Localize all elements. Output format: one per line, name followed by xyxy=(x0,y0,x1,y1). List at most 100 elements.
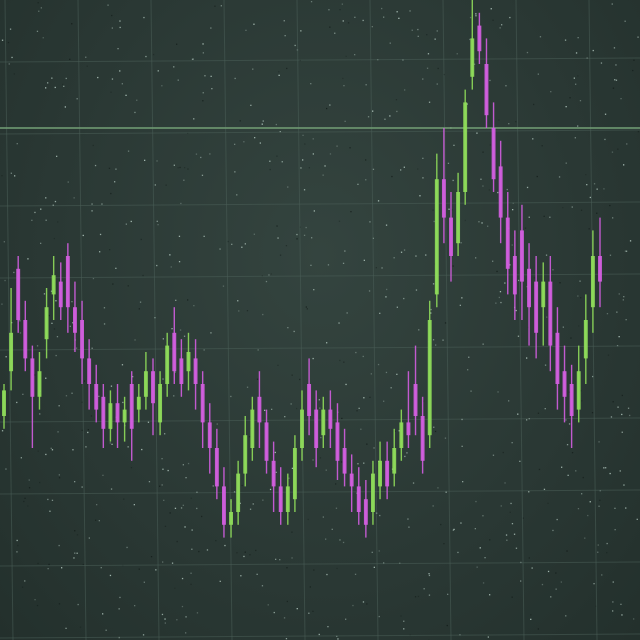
candle-body xyxy=(222,486,226,525)
noise-dot xyxy=(99,251,101,253)
noise-dot xyxy=(193,118,195,120)
noise-dot xyxy=(111,443,113,445)
candle-body xyxy=(335,422,340,461)
noise-dot xyxy=(202,43,204,45)
noise-dot xyxy=(133,504,135,506)
noise-dot xyxy=(190,583,192,585)
noise-dot xyxy=(444,437,447,439)
noise-dot xyxy=(296,238,298,240)
candle-body xyxy=(2,390,6,416)
candle-body xyxy=(115,403,120,423)
noise-dot xyxy=(296,608,298,610)
noise-dot xyxy=(398,17,400,19)
noise-dot xyxy=(234,143,236,145)
candle xyxy=(342,428,347,487)
noise-dot xyxy=(156,160,158,162)
noise-dot xyxy=(627,407,630,409)
noise-dot xyxy=(37,2,39,4)
noise-dot xyxy=(87,431,89,434)
noise-dot xyxy=(564,39,567,41)
candle xyxy=(193,339,198,410)
noise-dot xyxy=(377,363,380,366)
noise-dot xyxy=(327,626,329,628)
noise-dot xyxy=(580,297,582,299)
noise-dot xyxy=(600,62,603,64)
noise-dot xyxy=(592,375,594,378)
noise-dot xyxy=(347,22,350,24)
noise-dot xyxy=(389,42,391,44)
noise-dot xyxy=(448,208,450,210)
candle-body xyxy=(264,422,269,461)
candle-body xyxy=(498,166,503,218)
noise-dot xyxy=(48,314,50,317)
noise-dot xyxy=(127,150,130,152)
noise-dot xyxy=(633,618,635,620)
noise-dot xyxy=(252,68,254,70)
noise-dot xyxy=(510,502,512,505)
noise-dot xyxy=(536,175,538,178)
noise-dot xyxy=(191,529,193,531)
grid-line-horizontal xyxy=(0,129,640,135)
noise-dot xyxy=(51,77,53,79)
noise-dot xyxy=(143,581,145,583)
noise-dot xyxy=(603,467,605,469)
noise-dot xyxy=(92,277,95,280)
noise-dot xyxy=(119,70,121,72)
noise-dot xyxy=(533,103,535,106)
noise-dot xyxy=(497,191,499,194)
candle-body xyxy=(257,396,262,423)
noise-dot xyxy=(203,235,205,237)
candle xyxy=(94,364,99,423)
noise-dot xyxy=(335,483,337,485)
noise-dot xyxy=(606,552,608,554)
noise-dot xyxy=(447,162,450,164)
noise-dot xyxy=(1,175,3,177)
noise-dot xyxy=(87,429,89,431)
noise-dot xyxy=(586,184,588,186)
noise-dot xyxy=(389,115,391,117)
noise-dot xyxy=(109,574,112,577)
noise-dot xyxy=(119,20,121,22)
candle-body xyxy=(300,409,304,448)
noise-dot xyxy=(180,507,183,509)
noise-dot xyxy=(577,508,580,510)
noise-dot xyxy=(141,448,143,451)
noise-dot xyxy=(473,63,476,65)
noise-dot xyxy=(403,297,405,300)
noise-dot xyxy=(76,347,78,349)
noise-dot xyxy=(152,53,155,56)
noise-dot xyxy=(98,520,100,522)
candle xyxy=(406,371,411,448)
noise-dot xyxy=(341,417,343,420)
noise-dot xyxy=(185,616,187,618)
candle xyxy=(285,473,290,525)
grid-line-horizontal xyxy=(0,57,640,63)
noise-dot xyxy=(338,220,341,222)
candle-body xyxy=(101,396,106,429)
noise-dot xyxy=(342,20,344,22)
noise-dot xyxy=(365,179,367,181)
noise-dot xyxy=(275,123,277,126)
noise-dot xyxy=(58,405,60,407)
noise-dot xyxy=(138,568,140,570)
noise-dot xyxy=(249,554,251,556)
noise-dot xyxy=(625,507,627,509)
noise-dot xyxy=(320,436,322,439)
noise-dot xyxy=(422,78,424,80)
noise-dot xyxy=(407,518,409,520)
candle-body xyxy=(122,409,127,423)
noise-dot xyxy=(565,106,567,108)
noise-dot xyxy=(423,588,425,590)
noise-dot xyxy=(102,613,104,615)
noise-dot xyxy=(45,377,47,379)
candle-body xyxy=(58,281,63,308)
noise-dot xyxy=(198,550,200,553)
noise-dot xyxy=(430,312,432,314)
noise-dot xyxy=(216,423,218,425)
noise-dot xyxy=(614,79,616,81)
noise-dot xyxy=(568,391,571,393)
noise-dot xyxy=(56,336,59,338)
noise-dot xyxy=(253,23,255,25)
noise-dot xyxy=(394,430,396,432)
noise-dot xyxy=(490,8,492,10)
